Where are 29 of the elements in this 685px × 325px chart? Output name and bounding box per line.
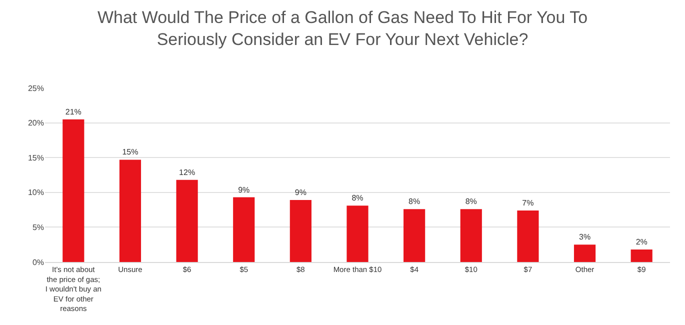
y-tick-label: 15% xyxy=(28,153,44,162)
y-tick-label: 10% xyxy=(28,188,44,198)
data-label: 8% xyxy=(408,197,420,206)
data-label: 3% xyxy=(578,232,591,242)
bar xyxy=(404,209,426,262)
bar xyxy=(574,244,596,262)
data-label: 12% xyxy=(179,168,196,177)
data-label: 7% xyxy=(522,198,534,208)
y-tick-label: 0% xyxy=(32,258,44,267)
data-label: 9% xyxy=(238,185,250,194)
data-label: 9% xyxy=(294,188,306,198)
data-label: 8% xyxy=(352,194,364,203)
bar xyxy=(346,206,368,262)
y-tick-label: 5% xyxy=(32,223,44,232)
data-label: 2% xyxy=(636,237,648,246)
y-tick-label: 20% xyxy=(28,118,44,128)
chart-title: What Would The Price of a Gallon of Gas Need To Hit For You To Seriously Consider an EV For Your Next Vehicle? xyxy=(97,8,588,49)
data-label: 21% xyxy=(65,107,82,116)
bar xyxy=(119,160,142,262)
bar xyxy=(290,200,312,262)
data-label: 8% xyxy=(465,197,477,206)
data-label: 15% xyxy=(122,148,138,157)
bar xyxy=(460,209,482,262)
bar xyxy=(517,210,539,262)
bar xyxy=(233,197,255,262)
bar xyxy=(62,119,84,262)
bar xyxy=(630,249,652,262)
y-tick-label: 25% xyxy=(28,84,44,93)
bar xyxy=(176,180,198,262)
